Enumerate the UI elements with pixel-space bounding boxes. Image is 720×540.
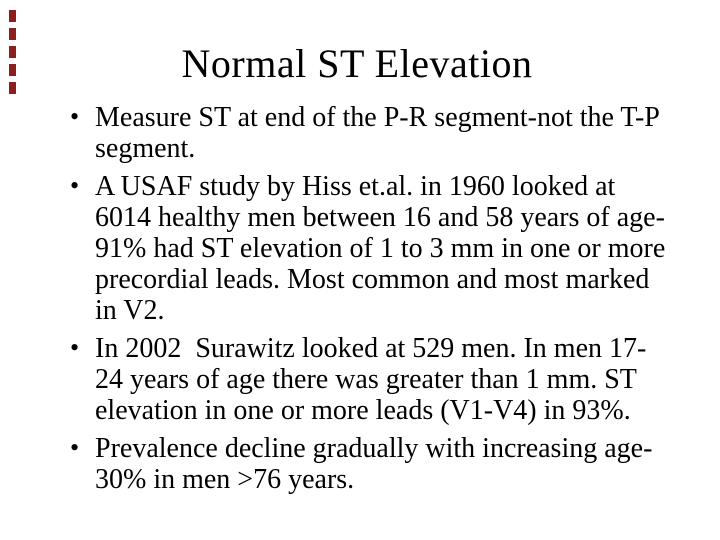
- list-item: • Measure ST at end of the P-R segment-n…: [70, 102, 715, 164]
- bullet-list: • Measure ST at end of the P-R segment-n…: [70, 102, 715, 502]
- bullet-icon: •: [70, 333, 80, 362]
- bullet-icon: •: [70, 171, 80, 200]
- bullet-text: In 2002 Surawitz looked at 529 men. In m…: [95, 333, 647, 426]
- film-edge-marks-decoration: [9, 10, 16, 100]
- bullet-icon: •: [70, 102, 80, 131]
- slide-title: Normal ST Elevation: [181, 41, 533, 86]
- list-item: • Prevalence decline gradually with incr…: [70, 433, 715, 495]
- bullet-text: Prevalence decline gradually with increa…: [95, 433, 653, 495]
- bullet-text: A USAF study by Hiss et.al. in 1960 look…: [95, 171, 666, 326]
- list-item: • In 2002 Surawitz looked at 529 men. In…: [70, 333, 715, 426]
- bullet-icon: •: [70, 433, 80, 462]
- bullet-text: Measure ST at end of the P-R segment-not…: [95, 102, 660, 164]
- list-item: • A USAF study by Hiss et.al. in 1960 lo…: [70, 171, 715, 326]
